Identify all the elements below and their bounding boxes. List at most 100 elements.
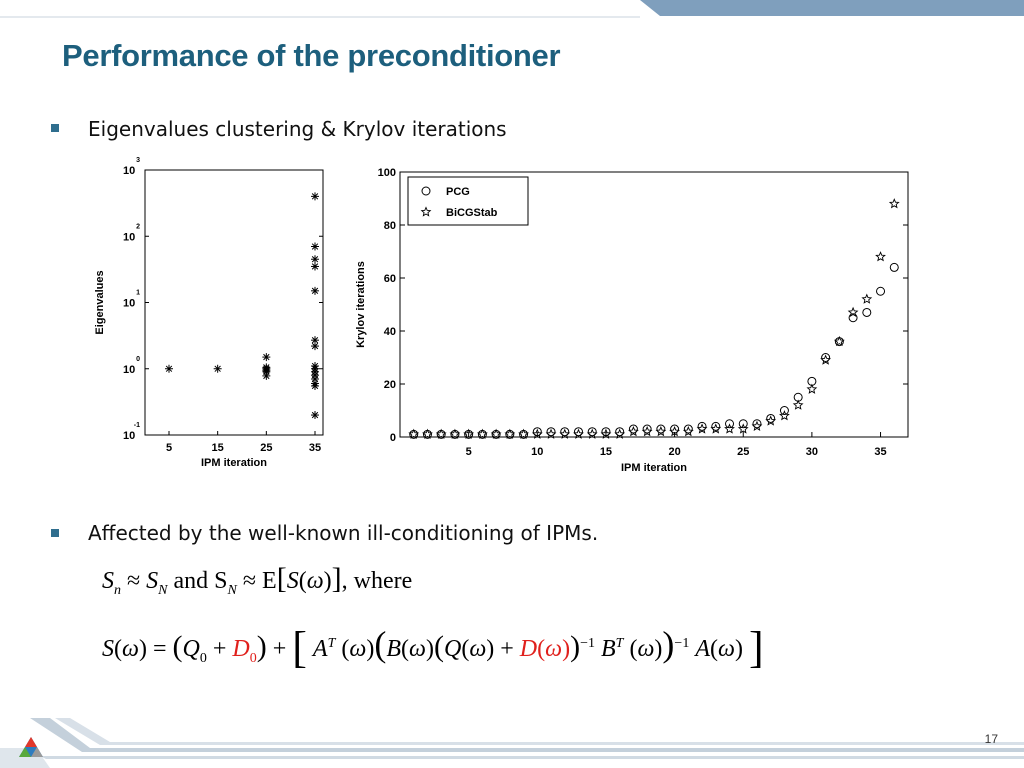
plot-frame <box>399 171 909 438</box>
bicgstab-point <box>765 415 777 426</box>
header-decoration <box>0 0 1024 18</box>
pcg-point <box>532 427 542 437</box>
pcg-point <box>683 424 693 434</box>
pcg-point <box>697 421 707 431</box>
bicgstab-point <box>888 198 900 209</box>
x-tick-label: 20 <box>668 446 680 458</box>
legend-box <box>407 176 529 226</box>
bicgstab-point <box>600 428 612 439</box>
bicgstab-point <box>490 428 502 439</box>
footer-decoration <box>0 718 1024 768</box>
pcg-point <box>560 427 570 437</box>
x-tick-label: 25 <box>260 442 272 454</box>
bicgstab-point <box>463 428 475 439</box>
y-axis-label: Eigenvalues <box>94 270 106 334</box>
bicgstab-point <box>435 428 447 439</box>
pcg-point <box>752 419 762 429</box>
bicgstab-point <box>559 428 571 439</box>
eigenvalue-point <box>311 342 319 351</box>
y-tick-label: 60 <box>384 273 396 285</box>
x-tick-label: 35 <box>874 446 886 458</box>
bicgstab-point <box>861 293 873 304</box>
bicgstab-series <box>408 198 900 439</box>
y-tick-label: 40 <box>384 326 396 338</box>
equation-1: Sn ≈ SN and SN ≈ E[S(ω)], where <box>102 562 413 598</box>
bicgstab-point <box>476 428 488 439</box>
page-number: 17 <box>984 732 998 746</box>
legend-label-bicgstab: BiCGStab <box>446 207 498 219</box>
y-tick-label: 10 <box>123 165 135 177</box>
pcg-point <box>738 419 748 429</box>
legend-label-pcg: PCG <box>446 186 470 198</box>
legend-marker-bicgstab <box>420 206 432 217</box>
pcg-point <box>779 406 789 415</box>
y-tick-label: 10 <box>123 364 135 376</box>
bicgstab-point <box>655 426 667 437</box>
pcg-point <box>601 427 611 437</box>
eigenvalue-point <box>311 286 319 295</box>
bicgstab-point <box>682 426 694 437</box>
logo-icon <box>19 737 43 757</box>
bicgstab-point <box>724 423 735 434</box>
pcg-point <box>889 262 899 272</box>
bicgstab-point <box>792 399 804 410</box>
pcg-point <box>656 424 666 434</box>
pcg-point <box>628 424 638 434</box>
bicgstab-point <box>847 306 859 318</box>
eigenvalue-point <box>213 364 222 373</box>
equation-2: S(ω) = (Q0 + D0) + [ AT (ω)(B(ω)(Q(ω) + … <box>102 623 764 672</box>
bullet-2: Affected by the well-known ill-condition… <box>88 521 599 545</box>
bicgstab-point <box>518 428 529 439</box>
bullet-marker <box>51 124 59 132</box>
bicgstab-point <box>628 426 639 437</box>
x-tick-label: 25 <box>737 446 749 458</box>
bicgstab-point <box>833 335 845 347</box>
eigenvalue-point <box>262 353 271 362</box>
bicgstab-point <box>696 423 708 434</box>
pcg-point <box>711 421 721 431</box>
bicgstab-point <box>573 428 584 439</box>
y-tick-exponent: 3 <box>136 157 140 164</box>
equation-1-and: and <box>173 568 209 594</box>
y-tick-label: 20 <box>384 379 396 391</box>
y-tick-label: 0 <box>390 432 396 444</box>
x-axis-label: IPM iteration <box>201 457 267 469</box>
pcg-point <box>615 427 625 437</box>
bicgstab-point <box>806 383 818 394</box>
eigenvalue-point <box>165 364 173 373</box>
pcg-point <box>573 427 583 437</box>
y-tick-label: 10 <box>123 298 135 310</box>
bullet-marker <box>51 529 59 537</box>
y-tick-exponent: 1 <box>136 290 140 297</box>
x-tick-label: 30 <box>806 446 818 458</box>
y-tick-exponent: -1 <box>134 422 140 429</box>
y-axis-label: Krylov iterations <box>355 261 367 348</box>
pcg-point <box>587 427 597 437</box>
equation-1-where: where <box>353 568 413 594</box>
pcg-point <box>670 424 680 434</box>
pcg-point <box>766 413 776 423</box>
pcg-point <box>821 353 831 362</box>
legend-marker-pcg <box>421 186 431 196</box>
y-tick-exponent: 2 <box>136 223 140 230</box>
x-tick-label: 35 <box>309 442 321 454</box>
x-tick-label: 10 <box>531 446 543 458</box>
bicgstab-point <box>586 428 598 439</box>
bicgstab-point <box>504 428 516 439</box>
pcg-point <box>876 286 886 296</box>
pcg-point <box>725 419 735 429</box>
bicgstab-point <box>875 251 886 262</box>
pcg-point <box>546 427 556 437</box>
pcg-point <box>848 313 858 323</box>
eigenvalue-point <box>311 262 319 271</box>
krylov-iterations-chart: 0 20 40 60 80 100 5 10 15 20 25 30 35 IPM iteration Kr… <box>355 167 909 474</box>
eigenvalue-point <box>311 242 319 251</box>
y-tick-label: 80 <box>384 220 396 232</box>
y-tick-exponent: 0 <box>136 356 140 363</box>
bicgstab-point <box>531 428 543 439</box>
plot-frame <box>144 169 324 436</box>
x-tick-label: 5 <box>466 446 472 458</box>
eigenvalue-point <box>311 255 319 264</box>
x-axis-label: IPM iteration <box>621 462 687 474</box>
